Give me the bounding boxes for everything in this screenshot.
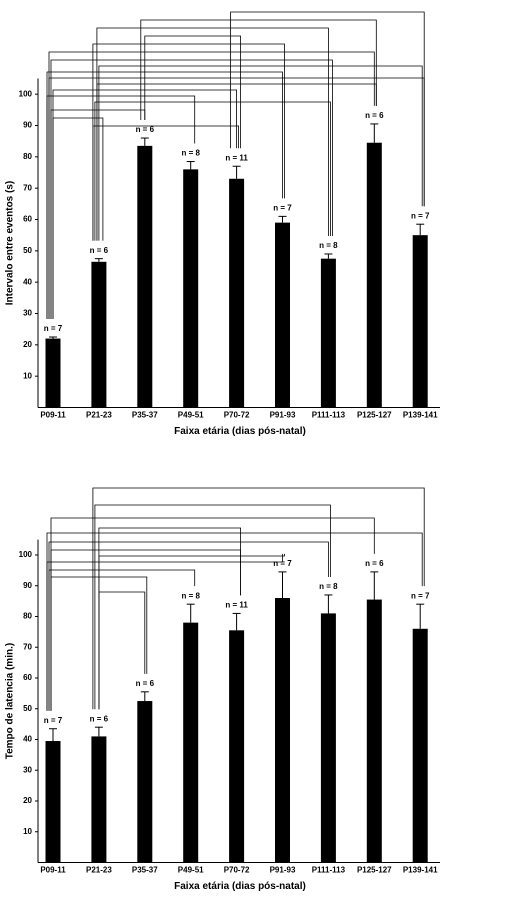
bar (45, 741, 61, 863)
y-tick-label: 10 (23, 371, 32, 380)
n-label: n = 6 (90, 714, 109, 723)
y-tick-label: 30 (23, 765, 32, 774)
y-tick-label: 10 (23, 827, 32, 836)
bar (91, 736, 107, 863)
bar (320, 613, 336, 863)
y-tick-label: 60 (23, 673, 32, 682)
y-tick-label: 80 (23, 612, 32, 621)
significance-bracket (50, 109, 146, 319)
x-tick-label: P49-51 (178, 866, 204, 875)
n-label: n = 6 (136, 125, 155, 134)
x-tick-label: P21-23 (86, 866, 112, 875)
y-tick-label: 100 (19, 89, 33, 98)
significance-bracket (98, 527, 242, 710)
x-tick-label: P91-93 (270, 866, 296, 875)
x-tick-label: P111-113 (312, 411, 346, 420)
x-tick-label: P35-37 (132, 866, 158, 875)
bar (91, 261, 107, 408)
significance-bracket (144, 35, 242, 149)
y-tick-label: 40 (23, 277, 32, 286)
bar (412, 235, 428, 408)
bar (229, 178, 245, 408)
significance-bracket (140, 19, 377, 121)
significance-bracket (46, 71, 283, 319)
x-tick-label: P70-72 (224, 866, 250, 875)
x-tick-label: P21-23 (86, 411, 112, 420)
x-axis-label: Faixa etária (dias pós-natal) (174, 426, 306, 437)
significance-bracket (46, 95, 196, 319)
y-tick-label: 100 (19, 550, 33, 559)
significance-bracket (98, 591, 146, 710)
x-tick-label: P91-93 (270, 411, 296, 420)
significance-bracket (48, 569, 196, 711)
n-label: n = 6 (90, 246, 109, 255)
x-tick-label: P09-11 (40, 411, 66, 420)
bar (275, 598, 290, 863)
significance-bracket (92, 125, 240, 241)
y-tick-label: 80 (23, 152, 32, 161)
n-label: n = 8 (181, 149, 200, 158)
n-label: n = 6 (136, 679, 155, 688)
significance-bracket (46, 553, 283, 711)
n-label: n = 7 (44, 716, 63, 725)
bar (275, 222, 290, 408)
y-tick-label: 90 (23, 581, 32, 590)
n-label: n = 7 (273, 559, 292, 568)
bar (412, 628, 428, 863)
bar (137, 701, 153, 863)
x-tick-label: P35-37 (132, 411, 158, 420)
n-label: n = 7 (411, 591, 430, 600)
significance-bracket (48, 77, 425, 319)
significance-bracket (230, 11, 425, 207)
n-label: n = 11 (225, 153, 248, 162)
bar (137, 145, 153, 408)
n-label: n = 8 (319, 241, 338, 250)
y-tick-label: 50 (23, 704, 32, 713)
significance-bracket (50, 576, 148, 711)
y-tick-label: 20 (23, 796, 32, 805)
significance-bracket (94, 101, 331, 241)
bar (229, 630, 245, 863)
n-label: n = 6 (365, 111, 384, 120)
n-label: n = 8 (181, 591, 200, 600)
bar (45, 338, 61, 408)
y-tick-label: 90 (23, 121, 32, 130)
x-axis-label: Faixa etária (dias pós-natal) (174, 881, 306, 892)
significance-bracket (98, 65, 423, 241)
significance-bracket (96, 83, 377, 241)
n-label: n = 11 (225, 601, 248, 610)
n-label: n = 7 (44, 324, 63, 333)
y-tick-label: 50 (23, 246, 32, 255)
y-tick-label: 20 (23, 340, 32, 349)
significance-bracket (52, 117, 104, 319)
bar (320, 258, 336, 408)
y-axis-label: Intervalo entre eventos (s) (5, 181, 16, 305)
x-tick-label: P09-11 (40, 866, 66, 875)
y-tick-label: 70 (23, 642, 32, 651)
n-label: n = 8 (319, 582, 338, 591)
bar (366, 599, 382, 863)
n-label: n = 7 (273, 203, 292, 212)
y-tick-label: 30 (23, 309, 32, 318)
y-tick-label: 40 (23, 735, 32, 744)
significance-bracket (92, 487, 425, 710)
significance-bracket (94, 504, 331, 710)
y-tick-label: 70 (23, 183, 32, 192)
y-axis-label: Tempo de latencia (min.) (5, 643, 16, 760)
x-tick-label: P125-127 (357, 411, 392, 420)
x-tick-label: P111-113 (312, 866, 346, 875)
bar (183, 622, 199, 863)
x-tick-label: P70-72 (224, 411, 250, 420)
y-tick-label: 60 (23, 215, 32, 224)
x-tick-label: P139-141 (403, 411, 438, 420)
x-tick-label: P49-51 (178, 411, 204, 420)
x-tick-label: P139-141 (403, 866, 438, 875)
bar (366, 142, 382, 408)
x-tick-label: P125-127 (357, 866, 392, 875)
n-label: n = 7 (411, 211, 430, 220)
n-label: n = 6 (365, 559, 384, 568)
bar (183, 169, 199, 408)
